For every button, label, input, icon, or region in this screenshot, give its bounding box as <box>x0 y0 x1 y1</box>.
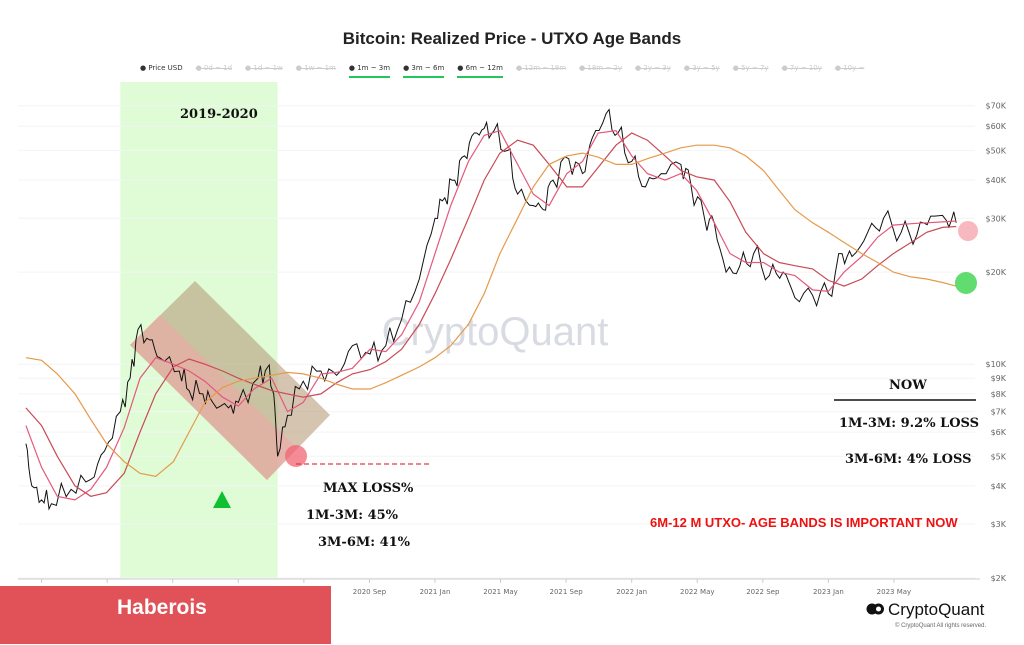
y-tick-label: $5K <box>991 452 1007 461</box>
legend-item[interactable]: ● 2y ~ 3y <box>635 64 671 72</box>
chart-title: Bitcoin: Realized Price - UTXO Age Bands <box>342 29 682 48</box>
y-tick-label: $8K <box>991 390 1007 399</box>
y-tick-label: $9K <box>991 374 1007 383</box>
legend-item[interactable]: ● 0d ~ 1d <box>195 64 233 72</box>
x-tick-label: 2022 May <box>680 588 715 596</box>
brand-name: CryptoQuant <box>888 600 985 619</box>
support-marker <box>955 272 977 294</box>
y-tick-label: $30K <box>985 214 1006 223</box>
series-line <box>25 144 957 477</box>
series-line <box>25 129 957 501</box>
legend-item[interactable]: ● Price USD <box>140 64 183 72</box>
legend-item[interactable]: ● 6m ~ 12m <box>457 64 503 78</box>
y-tick-label: $60K <box>985 122 1006 131</box>
watermark: CryptoQuant <box>382 310 609 354</box>
legend-item[interactable]: ● 1d ~ 1w <box>245 64 283 72</box>
legend-item[interactable]: ● 7y ~ 10y <box>781 64 822 72</box>
x-tick-label: 2021 May <box>483 588 518 596</box>
legend-item[interactable]: ● 18m ~ 2y <box>579 64 623 72</box>
legend-item[interactable]: ● 1m ~ 3m <box>348 64 391 78</box>
now-3m6m: 3M-6M: 4% LOSS <box>845 452 972 467</box>
y-tick-label: $3K <box>991 520 1007 529</box>
max-loss-heading: MAX LOSS% <box>323 481 414 496</box>
important-note: 6M-12 M UTXO- AGE BANDS IS IMPORTANT NOW <box>650 515 958 530</box>
max-loss-3m6m: 3M-6M: 41% <box>318 535 411 550</box>
buy-triangle <box>213 491 231 508</box>
period-label: 2019-2020 <box>180 107 258 122</box>
consolidation-zone <box>130 281 330 480</box>
x-tick-label: 2021 Jan <box>420 588 451 596</box>
cryptoquant-logo: CryptoQuant <box>866 600 984 620</box>
legend-item[interactable]: ● 3y ~ 5y <box>683 64 720 72</box>
now-1m3m: 1M-3M: 9.2% LOSS <box>839 416 980 431</box>
y-tick-label: $6K <box>991 428 1007 437</box>
now-heading: NOW <box>889 378 927 393</box>
loss-zone <box>130 315 297 480</box>
author-handle-banner: Haberois <box>0 586 331 644</box>
y-tick-label: $4K <box>991 482 1007 491</box>
cryptoquant-icon <box>866 603 884 615</box>
x-tick-label: 2022 Sep <box>746 588 780 596</box>
x-tick-label: 2021 Sep <box>550 588 584 596</box>
legend-item[interactable]: ● 10y ~ <box>834 64 865 72</box>
chart-legend: ● Price USD ● 0d ~ 1d ● 1d ~ 1w ● 1w ~ 1m ● … <box>140 64 900 78</box>
y-tick-label: $70K <box>985 102 1006 111</box>
series-line <box>25 132 957 497</box>
current-price-marker <box>958 221 978 241</box>
legend-item[interactable]: ● 5y ~ 7y <box>732 64 769 72</box>
legend-item[interactable]: ● 3m ~ 6m <box>403 64 445 78</box>
y-tick-label: $7K <box>991 408 1007 417</box>
legend-item[interactable]: ● 12m ~ 18m <box>515 64 567 72</box>
y-tick-label: $40K <box>985 176 1006 185</box>
max-loss-1m3m: 1M-3M: 45% <box>306 508 399 523</box>
y-tick-label: $2K <box>991 574 1007 583</box>
copyright: © CryptoQuant All rights reserved. <box>895 623 987 629</box>
x-tick-label: 2023 Jan <box>813 588 844 596</box>
max-loss-marker <box>285 445 307 467</box>
y-tick-label: $50K <box>985 146 1006 155</box>
x-tick-label: 2022 Jan <box>616 588 647 596</box>
legend-item[interactable]: ● 1w ~ 1m <box>295 64 336 72</box>
y-tick-label: $10K <box>985 360 1006 369</box>
x-tick-label: 2020 Sep <box>353 588 387 596</box>
x-tick-label: 2023 May <box>877 588 912 596</box>
y-tick-label: $20K <box>985 268 1006 277</box>
series-line <box>25 108 957 511</box>
